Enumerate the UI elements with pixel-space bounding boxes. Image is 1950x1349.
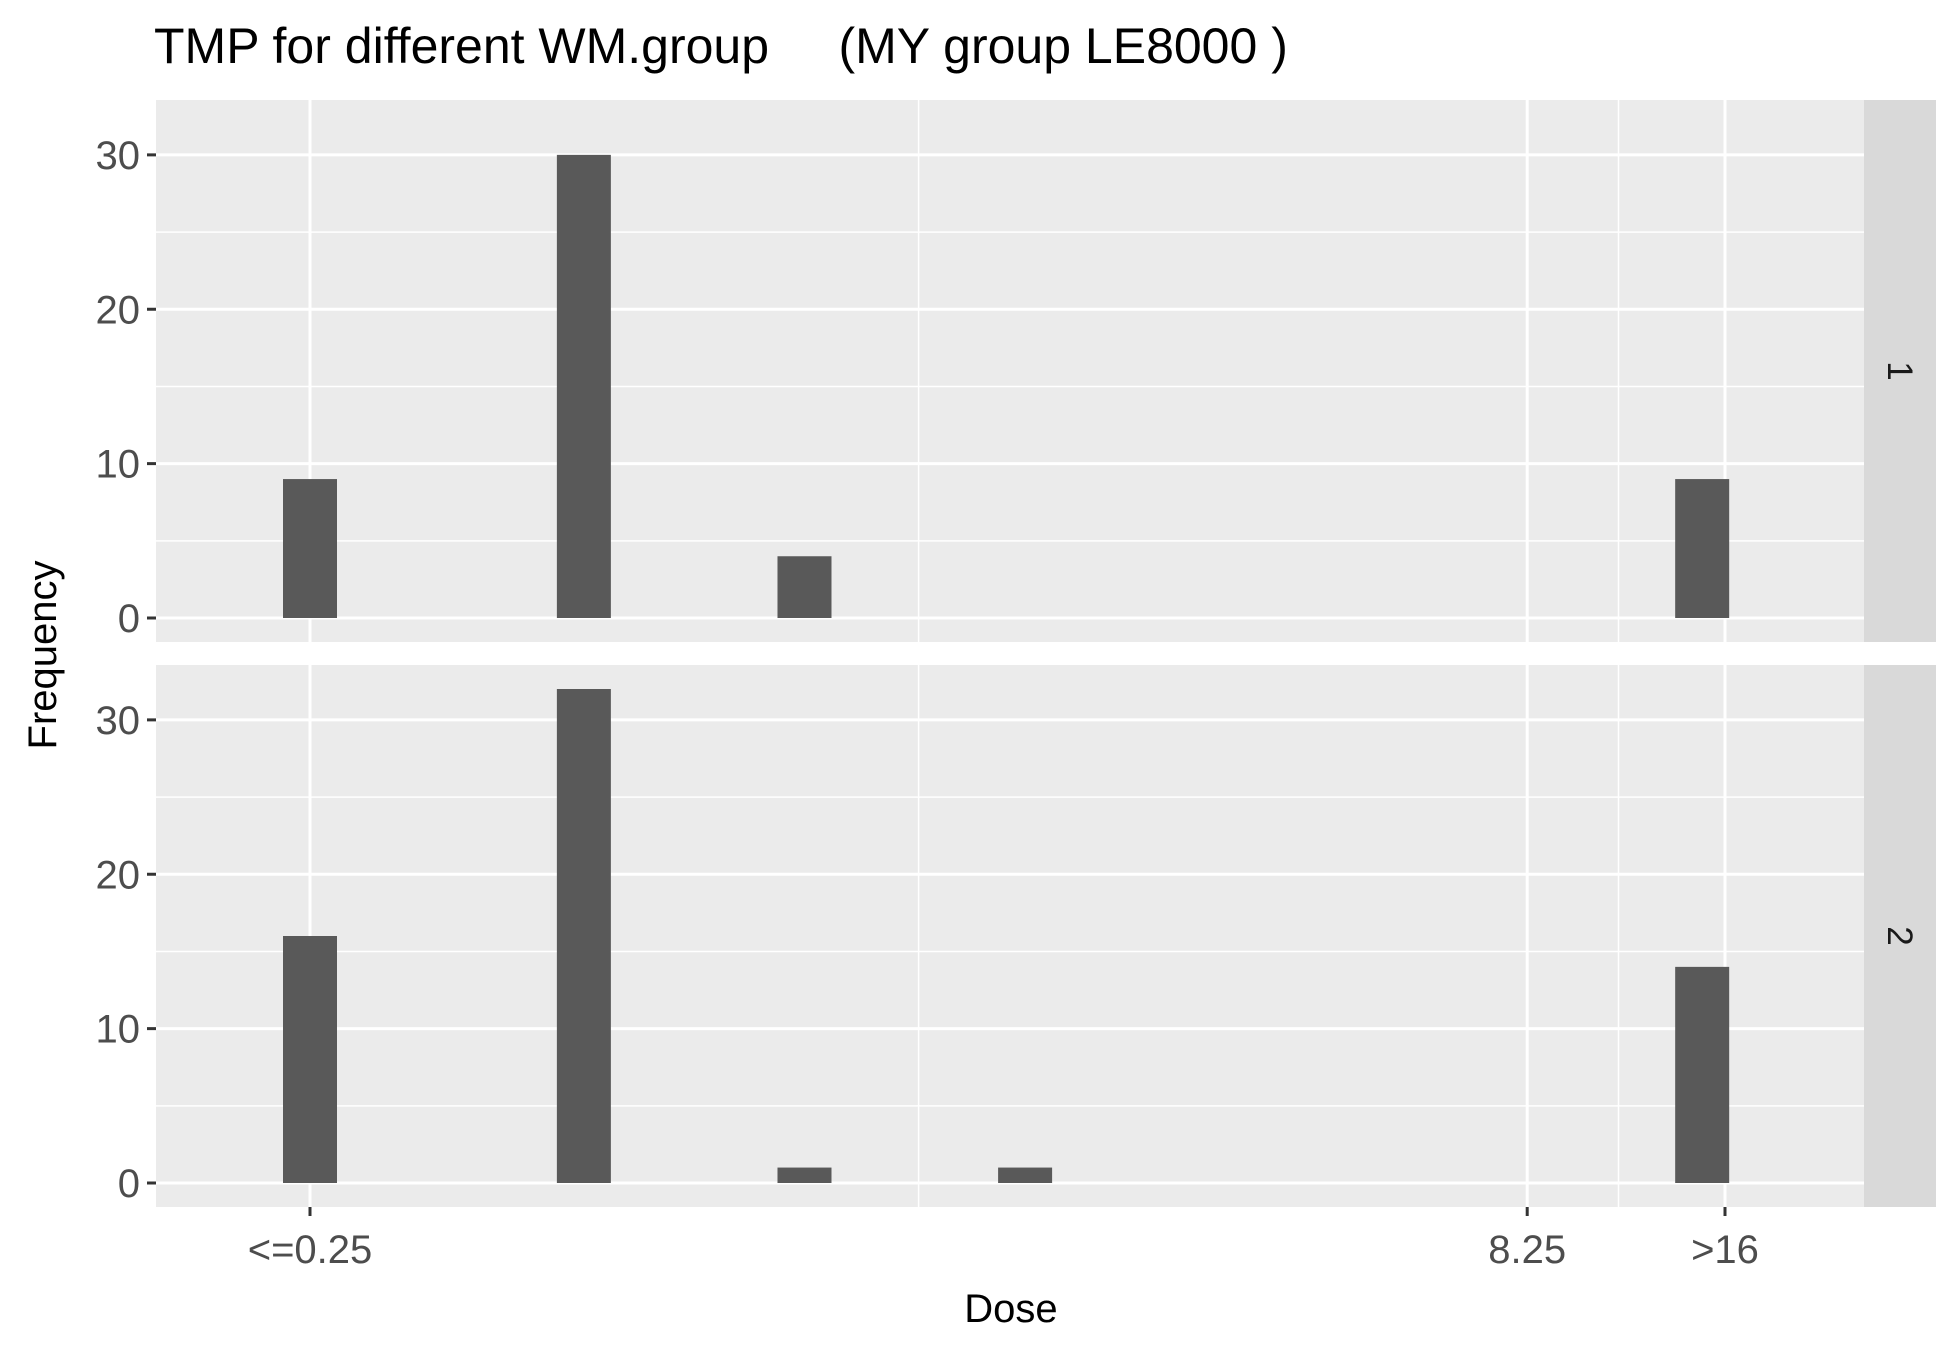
y-tick-label: 20 [96, 853, 141, 897]
facet-strip-label: 2 [1880, 926, 1919, 945]
y-tick-label: 0 [118, 1162, 140, 1206]
y-tick-label: 10 [96, 1008, 141, 1052]
chart-title: TMP for different WM.group (MY group LE8… [154, 18, 1288, 74]
bar [557, 155, 611, 618]
facet-panel-2: 0 10 20 30 2 [96, 665, 1937, 1207]
bar [1675, 967, 1729, 1183]
bar [283, 479, 337, 618]
y-tick-label: 10 [96, 443, 141, 487]
x-axis-title: Dose [964, 1287, 1057, 1331]
y-tick-label: 0 [118, 597, 140, 641]
facet-strip-label: 1 [1880, 361, 1919, 380]
bar [557, 689, 611, 1183]
panel-background [156, 665, 1864, 1207]
x-tick-label: >16 [1691, 1228, 1759, 1272]
y-axis-title: Frequency [21, 561, 65, 750]
x-tick-label: 8.25 [1488, 1228, 1566, 1272]
y-tick-label: 30 [96, 699, 141, 743]
y-tick-label: 30 [96, 134, 141, 178]
panel-background [156, 100, 1864, 642]
bar [777, 1168, 831, 1183]
bar [777, 556, 831, 618]
bar [1675, 479, 1729, 618]
bar [998, 1168, 1052, 1183]
bar [283, 936, 337, 1183]
y-tick-label: 20 [96, 288, 141, 332]
x-tick-label: <=0.25 [248, 1228, 373, 1272]
x-axis: <=0.25 8.25 >16 [248, 1207, 1759, 1272]
facet-panel-1: 0 10 20 30 1 [96, 100, 1937, 642]
